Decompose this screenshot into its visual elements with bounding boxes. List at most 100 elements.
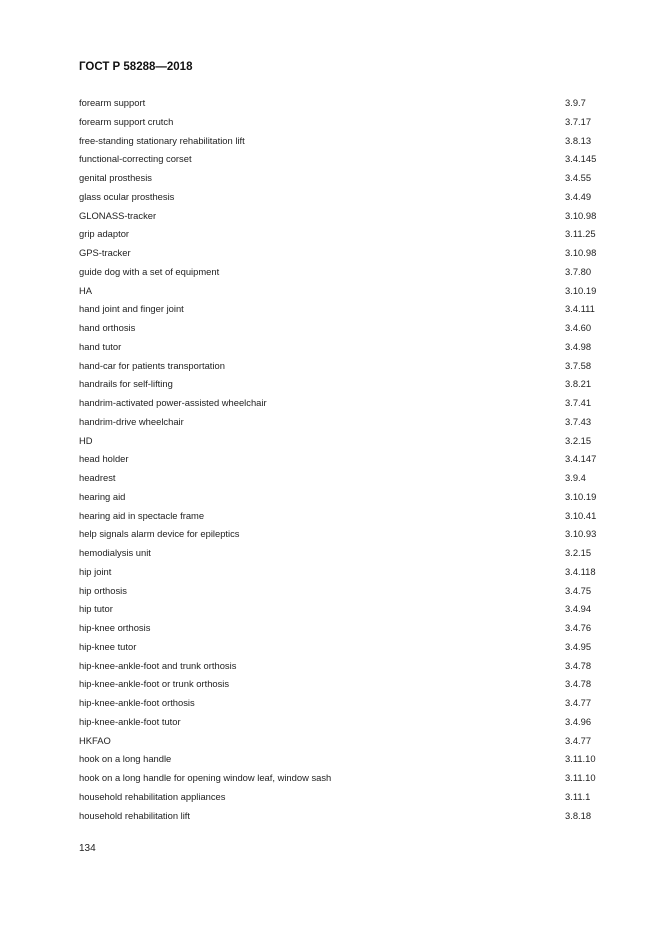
entry-term: free-standing stationary rehabilitation … <box>79 134 245 146</box>
entry-term: hip-knee-ankle-foot or trunk orthosis <box>79 678 230 690</box>
index-entry: hook on a long handle 3.11.10 <box>79 752 599 771</box>
index-entry: hip tutor 3.4.94 <box>79 602 599 621</box>
entry-reference: 3.4.94 <box>565 603 592 615</box>
entry-term: help signals alarm device for epileptics <box>79 528 240 540</box>
entry-term: hook on a long handle <box>79 753 172 765</box>
entry-reference: 3.10.41 <box>565 509 597 521</box>
entry-term: HD <box>79 434 93 446</box>
entry-reference: 3.4.145 <box>565 153 597 165</box>
index-entry: hip-knee-ankle-foot tutor 3.4.96 <box>79 715 599 734</box>
index-entry: hearing aid 3.10.19 <box>79 490 599 509</box>
index-entry: hip-knee orthosis 3.4.76 <box>79 621 599 640</box>
entry-term: guide dog with a set of equipment <box>79 265 220 277</box>
entry-term: hip-knee-ankle-foot orthosis <box>79 697 195 708</box>
entry-term: hand tutor <box>79 340 122 352</box>
entry-reference: 3.4.76 <box>565 622 592 633</box>
index-entry: guide dog with a set of equipment 3.7.80 <box>79 265 599 284</box>
entry-term: functional-correcting corset <box>79 153 192 165</box>
index-entry: glass ocular prosthesis 3.4.49 <box>79 190 599 209</box>
entry-reference: 3.8.13 <box>565 134 592 146</box>
index-entry: free-standing stationary rehabilitation … <box>79 134 599 153</box>
entry-reference: 3.4.111 <box>565 303 595 315</box>
index-entry: help signals alarm device for epileptics… <box>79 527 599 546</box>
entry-reference: 3.4.78 <box>565 659 592 671</box>
entry-term: household rehabilitation appliances <box>79 790 226 802</box>
entry-reference: 3.4.55 <box>565 172 592 183</box>
entry-term: hand orthosis <box>79 322 136 333</box>
entry-reference: 3.4.49 <box>565 190 592 202</box>
index-entry: hip-knee-ankle-foot and trunk orthosis 3.… <box>79 659 599 678</box>
entry-reference: 3.4.147 <box>565 453 597 465</box>
entry-term: hip joint <box>79 565 112 577</box>
entry-term: GLONASS-tracker <box>79 209 157 221</box>
index-entry: functional-correcting corset 3.4.145 <box>79 152 599 171</box>
index-entry: hand joint and finger joint 3.4.111 <box>79 302 599 321</box>
entry-term: genital prosthesis <box>79 172 152 183</box>
index-entry: HD 3.2.15 <box>79 434 599 453</box>
index-entry: hand-car for patients transportation 3.7.… <box>79 359 599 378</box>
entry-term: forearm support crutch <box>79 115 174 127</box>
entry-reference: 3.4.118 <box>565 565 596 577</box>
entry-reference: 3.10.19 <box>565 490 597 502</box>
entry-term: head holder <box>79 453 129 465</box>
entry-term: household rehabilitation lift <box>79 809 191 821</box>
index-entry: hip-knee tutor 3.4.95 <box>79 640 599 659</box>
entry-term: hand-car for patients transportation <box>79 359 225 371</box>
page-number: 134 <box>79 843 96 854</box>
entry-reference: 3.2.15 <box>565 547 592 558</box>
entry-term: hemodialysis unit <box>79 547 151 558</box>
entry-term: handrim-drive wheelchair <box>79 415 184 427</box>
entry-reference: 3.2.15 <box>565 434 592 446</box>
index-entry: hand tutor 3.4.98 <box>79 340 599 359</box>
entry-reference: 3.11.1 <box>565 790 591 802</box>
index-entry: headrest 3.9.4 <box>79 471 599 490</box>
index-list: forearm support 3.9.7 forearm support crut… <box>79 96 599 827</box>
entry-term: hearing aid in spectacle frame <box>79 509 205 521</box>
index-entry: HA 3.10.19 <box>79 284 599 303</box>
entry-reference: 3.4.77 <box>565 734 592 746</box>
index-entry: hearing aid in spectacle frame 3.10.41 <box>79 509 599 528</box>
index-entry: hand orthosis 3.4.60 <box>79 321 599 340</box>
entry-reference: 3.7.41 <box>565 397 592 408</box>
entry-term: hip-knee-ankle-foot and trunk orthosis <box>79 659 237 671</box>
index-entry: hip joint 3.4.118 <box>79 565 599 584</box>
index-entry: hemodialysis unit 3.2.15 <box>79 546 599 565</box>
entry-reference: 3.4.95 <box>565 640 592 652</box>
entry-term: hearing aid <box>79 490 126 502</box>
entry-term: hip tutor <box>79 603 113 615</box>
document-header: ГОСТ Р 58288—2018 <box>79 61 193 73</box>
entry-term: headrest <box>79 472 116 483</box>
entry-reference: 3.8.21 <box>565 378 592 390</box>
index-entry: forearm support crutch 3.7.17 <box>79 115 599 134</box>
entry-reference: 3.7.43 <box>565 415 592 427</box>
entry-term: hip-knee tutor <box>79 640 137 652</box>
entry-term: hip-knee orthosis <box>79 622 151 633</box>
index-entry: handrim-activated power-assisted wheelch… <box>79 396 599 415</box>
index-entry: hip-knee-ankle-foot or trunk orthosis 3.4… <box>79 677 599 696</box>
entry-reference: 3.4.78 <box>565 678 592 690</box>
entry-reference: 3.10.98 <box>565 247 597 258</box>
index-entry: household rehabilitation appliances 3.11.… <box>79 790 599 809</box>
index-entry: genital prosthesis 3.4.55 <box>79 171 599 190</box>
entry-reference: 3.10.98 <box>565 209 597 221</box>
entry-reference: 3.4.96 <box>565 715 592 727</box>
entry-term: forearm support <box>79 97 146 108</box>
entry-reference: 3.7.17 <box>565 115 592 127</box>
entry-reference: 3.7.80 <box>565 265 592 277</box>
entry-term: handrails for self-lifting <box>79 378 173 390</box>
entry-reference: 3.10.19 <box>565 284 597 296</box>
entry-reference: 3.8.18 <box>565 809 592 821</box>
entry-term: HA <box>79 284 93 296</box>
entry-reference: 3.4.98 <box>565 340 592 352</box>
index-entry: GPS-tracker 3.10.98 <box>79 246 599 265</box>
entry-reference: 3.7.58 <box>565 359 592 371</box>
index-entry: grip adaptor 3.11.25 <box>79 227 599 246</box>
entry-term: grip adaptor <box>79 228 130 240</box>
index-entry: head holder 3.4.147 <box>79 452 599 471</box>
index-entry: forearm support 3.9.7 <box>79 96 599 115</box>
entry-reference: 3.11.10 <box>565 772 596 783</box>
entry-term: GPS-tracker <box>79 247 131 258</box>
entry-term: glass ocular prosthesis <box>79 190 175 202</box>
index-entry: hip orthosis 3.4.75 <box>79 584 599 603</box>
entry-reference: 3.9.7 <box>565 97 586 108</box>
